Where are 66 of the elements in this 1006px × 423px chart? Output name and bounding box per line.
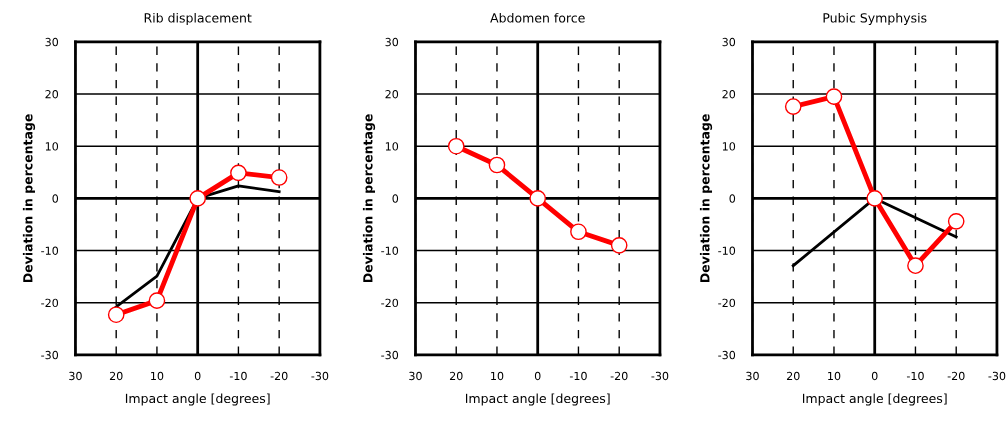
chart-title: Pubic Symphysis xyxy=(823,12,927,26)
x-tick-label: 0 xyxy=(871,371,878,381)
y-tick-label: 10 xyxy=(385,142,399,151)
point xyxy=(270,169,288,186)
y-tick-label: 10 xyxy=(45,142,59,151)
y-tick-label: -20 xyxy=(718,298,736,308)
x-tick-label: -10 xyxy=(906,371,924,381)
x-tick-label: -10 xyxy=(229,371,247,381)
point xyxy=(610,237,628,254)
y-tick-label: 20 xyxy=(722,90,736,99)
chart-title: Rib displacement xyxy=(144,12,252,26)
y-tick-label: 0 xyxy=(729,194,736,203)
y-tick-label: 20 xyxy=(385,90,399,99)
x-axis-title: Impact angle [degrees] xyxy=(465,393,610,406)
x-tick-label: 30 xyxy=(69,371,82,381)
point xyxy=(529,190,547,207)
y-tick-label: 20 xyxy=(45,90,59,99)
x-axis-title: Impact angle [degrees] xyxy=(125,393,270,406)
y-tick-label: -30 xyxy=(41,350,59,360)
y-tick-label: 0 xyxy=(52,194,59,203)
point xyxy=(570,223,587,241)
y-tick-label: 10 xyxy=(722,142,736,151)
y-tick-label: 30 xyxy=(45,37,59,47)
point xyxy=(107,306,125,324)
y-tick-label: 30 xyxy=(722,37,736,47)
x-tick-label: -30 xyxy=(651,371,669,381)
x-tick-label: 20 xyxy=(449,371,463,381)
x-axis-title: Impact angle [degrees] xyxy=(802,393,947,406)
point xyxy=(947,213,965,230)
x-tick-label: 30 xyxy=(746,371,759,381)
x-tick-label: 20 xyxy=(786,371,800,381)
x-tick-label: 30 xyxy=(409,371,422,381)
point xyxy=(447,137,465,155)
point xyxy=(148,292,166,309)
point xyxy=(866,190,884,207)
y-tick-label: 30 xyxy=(385,37,399,47)
x-tick-label: 10 xyxy=(151,371,164,381)
x-tick-label: -20 xyxy=(947,371,965,381)
point xyxy=(189,190,207,207)
point xyxy=(230,164,247,182)
y-axis-title: Deviation in percentage xyxy=(22,114,36,283)
x-tick-label: 0 xyxy=(194,371,201,381)
y-tick-label: 0 xyxy=(392,194,399,203)
x-tick-label: -10 xyxy=(569,371,587,381)
y-tick-label: -10 xyxy=(41,246,59,255)
y-axis-title: Deviation in percentage xyxy=(362,114,376,283)
y-axis-title: Deviation in percentage xyxy=(699,114,713,283)
x-tick-label: -30 xyxy=(988,371,1006,381)
point xyxy=(907,257,924,275)
chart-title: Abdomen force xyxy=(490,12,585,23)
y-tick-label: -20 xyxy=(41,298,59,308)
x-tick-label: -20 xyxy=(610,371,628,381)
x-tick-label: 0 xyxy=(534,371,541,381)
y-tick-label: -20 xyxy=(381,298,399,308)
x-tick-label: 10 xyxy=(828,371,841,381)
x-tick-label: -30 xyxy=(311,371,329,381)
x-tick-label: -20 xyxy=(270,371,288,381)
point xyxy=(784,98,802,115)
y-tick-label: -30 xyxy=(381,350,399,360)
point xyxy=(488,156,506,174)
point xyxy=(825,88,843,105)
y-tick-label: -10 xyxy=(381,246,399,255)
y-tick-label: -30 xyxy=(718,350,736,360)
x-tick-label: 10 xyxy=(491,371,504,381)
y-tick-label: -10 xyxy=(718,246,736,255)
x-tick-label: 20 xyxy=(109,371,123,381)
